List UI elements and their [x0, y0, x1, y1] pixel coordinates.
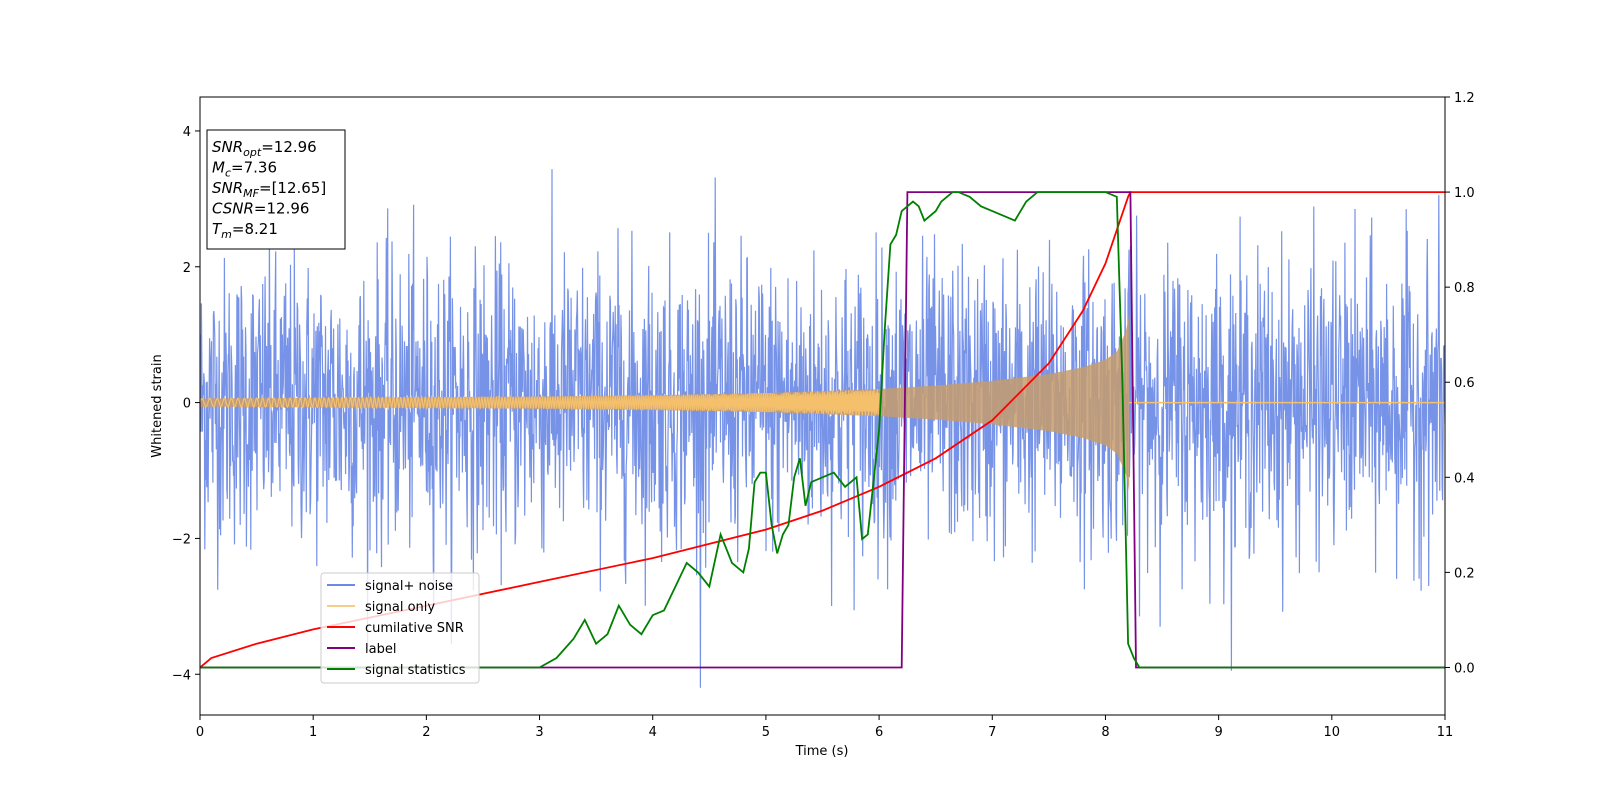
stats-line: CSNR=12.96 [212, 200, 309, 218]
plot-frame [199, 96, 1446, 716]
legend-entry: signal+ noise [365, 579, 453, 594]
y-tick-label: −2 [172, 532, 191, 547]
x-axis: 0 1 2 3 4 5 6 7 8 9 10 11 [196, 715, 1453, 740]
legend: signal+ noise signal only cumilative SNR la… [320, 572, 480, 684]
x-tick-label: 10 [1324, 725, 1341, 740]
plot-area [200, 169, 1445, 688]
y-tick-label: 0 [183, 397, 191, 412]
stats-box-frame [206, 129, 346, 250]
y-tick-label: 2 [183, 261, 191, 276]
x-tick-label: 3 [535, 725, 543, 740]
y2-tick-label: 1.0 [1454, 186, 1475, 201]
x-tick-label: 2 [422, 725, 430, 740]
stats-line: Mc=7.36 [212, 159, 277, 180]
x-axis-title: Time (s) [795, 744, 849, 759]
y2-tick-label: 1.2 [1454, 91, 1475, 106]
stats-line: SNRMF=[12.65] [212, 179, 326, 200]
signal-statistics-series [200, 191, 1445, 669]
y2-tick-label: 0.0 [1454, 661, 1475, 676]
y-axis-title: Whitened strain [150, 354, 165, 457]
x-tick-label: 5 [762, 725, 770, 740]
legend-entry: label [365, 642, 396, 657]
stats-line: SNRopt=12.96 [212, 138, 317, 159]
x-tick-label: 6 [875, 725, 883, 740]
y-tick-label: −4 [172, 668, 191, 683]
x-tick-label: 9 [1214, 725, 1222, 740]
y2-tick-label: 0.2 [1454, 566, 1475, 581]
legend-entry: signal statistics [365, 663, 466, 678]
x-tick-label: 11 [1437, 725, 1454, 740]
x-tick-label: 1 [309, 725, 317, 740]
stats-line: Tm=8.21 [212, 220, 278, 241]
legend-entry: signal only [365, 600, 435, 615]
y2-tick-label: 0.8 [1454, 281, 1475, 296]
signal-only-series [200, 389, 880, 416]
cumulative-snr-series [200, 191, 1445, 669]
y-axis-left: 4 2 0 −2 −4 [172, 125, 200, 683]
y-tick-label: 4 [183, 125, 191, 140]
legend-entry: cumilative SNR [365, 621, 464, 636]
x-tick-label: 7 [988, 725, 996, 740]
y-axis-right: 1.2 1.0 0.8 0.6 0.4 0.2 0.0 [1445, 91, 1475, 676]
legend-frame [320, 572, 480, 684]
y2-tick-label: 0.4 [1454, 471, 1475, 486]
x-tick-label: 4 [649, 725, 657, 740]
y2-tick-label: 0.6 [1454, 376, 1475, 391]
x-tick-label: 0 [196, 725, 204, 740]
x-tick-label: 8 [1101, 725, 1109, 740]
stats-box: SNRopt=12.96Mc=7.36SNRMF=[12.65]CSNR=12.… [206, 129, 346, 250]
